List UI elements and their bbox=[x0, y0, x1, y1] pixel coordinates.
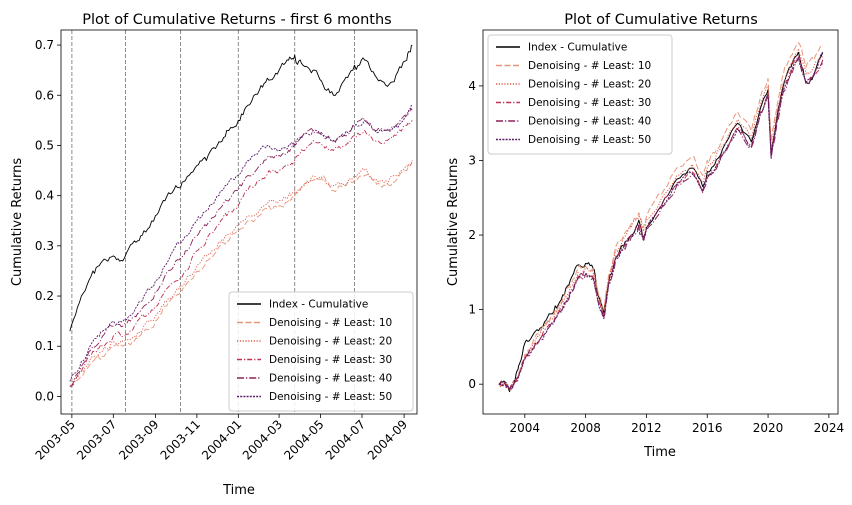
chart0-y-axis-label: Cumulative Returns bbox=[10, 158, 25, 286]
legend-entry: Index - Cumulative bbox=[269, 299, 368, 311]
chart1-y-tick-label: 3 bbox=[468, 153, 476, 167]
chart1-series-lines bbox=[498, 42, 824, 393]
chart0-y-tick-label: 0.3 bbox=[35, 239, 54, 253]
chart0-series-line bbox=[69, 160, 413, 387]
chart1-x-axis-label: Time bbox=[643, 445, 676, 460]
legend-entry: Denoising - # Least: 20 bbox=[528, 79, 651, 91]
chart1-x-tick-label: 2012 bbox=[631, 421, 662, 435]
chart0-series-line bbox=[69, 108, 413, 387]
legend-box bbox=[228, 291, 414, 412]
chart0-series-line bbox=[69, 160, 413, 387]
chart1-y-tick-label: 1 bbox=[468, 303, 476, 317]
chart0-y-ticks: 0.0 0.1 0.2 0.3 0.4 0.5 0.6 0.7 bbox=[35, 38, 61, 403]
chart1-series-line bbox=[498, 55, 824, 391]
chart1-y-tick-label: 2 bbox=[468, 228, 476, 242]
chart1-x-tick-label: 2016 bbox=[692, 421, 723, 435]
chart0-y-tick-label: 0.0 bbox=[35, 389, 54, 403]
chart0-y-tick-label: 0.4 bbox=[35, 189, 54, 203]
chart1-legend: Index - Cumulative Denoising - # Least: 1… bbox=[487, 34, 673, 155]
chart1-series-line bbox=[498, 51, 824, 391]
legend-entry: Denoising - # Least: 10 bbox=[528, 60, 651, 72]
legend-entry: Denoising - # Least: 40 bbox=[269, 373, 392, 385]
chart1-y-ticks: 0 1 2 3 4 bbox=[468, 79, 483, 391]
chart1-x-tick-label: 2020 bbox=[753, 421, 784, 435]
chart1-x-tick-label: 2008 bbox=[570, 421, 601, 435]
chart0-y-tick-label: 0.7 bbox=[35, 38, 54, 52]
chart0-x-axis-label: Time bbox=[222, 483, 255, 498]
chart0-axes-frame bbox=[60, 29, 418, 415]
chart1-x-ticks: 2004 2008 2012 2016 2020 2024 bbox=[510, 414, 845, 435]
chart0-legend: Index - Cumulative Denoising - # Least: 1… bbox=[228, 291, 414, 412]
chart0-y-tick-label: 0.1 bbox=[35, 339, 54, 353]
chart1-series-line bbox=[498, 48, 824, 391]
legend-entry: Denoising - # Least: 10 bbox=[269, 317, 392, 329]
legend-box bbox=[487, 34, 673, 155]
chart1-series-line bbox=[498, 42, 823, 391]
legend-entry: Denoising - # Least: 20 bbox=[269, 336, 392, 348]
chart0-series-lines bbox=[69, 44, 413, 387]
chart1-y-tick-label: 4 bbox=[468, 79, 476, 93]
chart0-y-tick-label: 0.2 bbox=[35, 289, 54, 303]
chart1-y-axis-label: Cumulative Returns bbox=[446, 158, 461, 286]
legend-entry: Denoising - # Least: 50 bbox=[528, 134, 651, 146]
chart0-series-line bbox=[69, 44, 413, 332]
chart0-title: Plot of Cumulative Returns - first 6 mon… bbox=[82, 12, 391, 28]
chart0-y-tick-label: 0.5 bbox=[35, 138, 54, 152]
legend-entry: Denoising - # Least: 30 bbox=[528, 97, 651, 109]
chart0-y-tick-label: 0.6 bbox=[35, 88, 54, 102]
legend-entry: Index - Cumulative bbox=[528, 42, 627, 54]
legend-entry: Denoising - # Least: 40 bbox=[528, 116, 651, 128]
chart1-x-tick-label: 2004 bbox=[510, 421, 541, 435]
legend-entry: Denoising - # Least: 50 bbox=[269, 391, 392, 403]
chart1-title: Plot of Cumulative Returns bbox=[564, 12, 758, 28]
chart1-axes-frame bbox=[482, 29, 839, 415]
chart0-series-line bbox=[69, 120, 413, 387]
chart1-x-tick-label: 2024 bbox=[814, 421, 845, 435]
chart1-y-tick-label: 0 bbox=[468, 377, 476, 391]
legend-entry: Denoising - # Least: 30 bbox=[269, 354, 392, 366]
chart-full-period: Plot of Cumulative Returns 2004 2008 2012 2… bbox=[446, 12, 844, 460]
chart0-series-line bbox=[69, 104, 413, 382]
